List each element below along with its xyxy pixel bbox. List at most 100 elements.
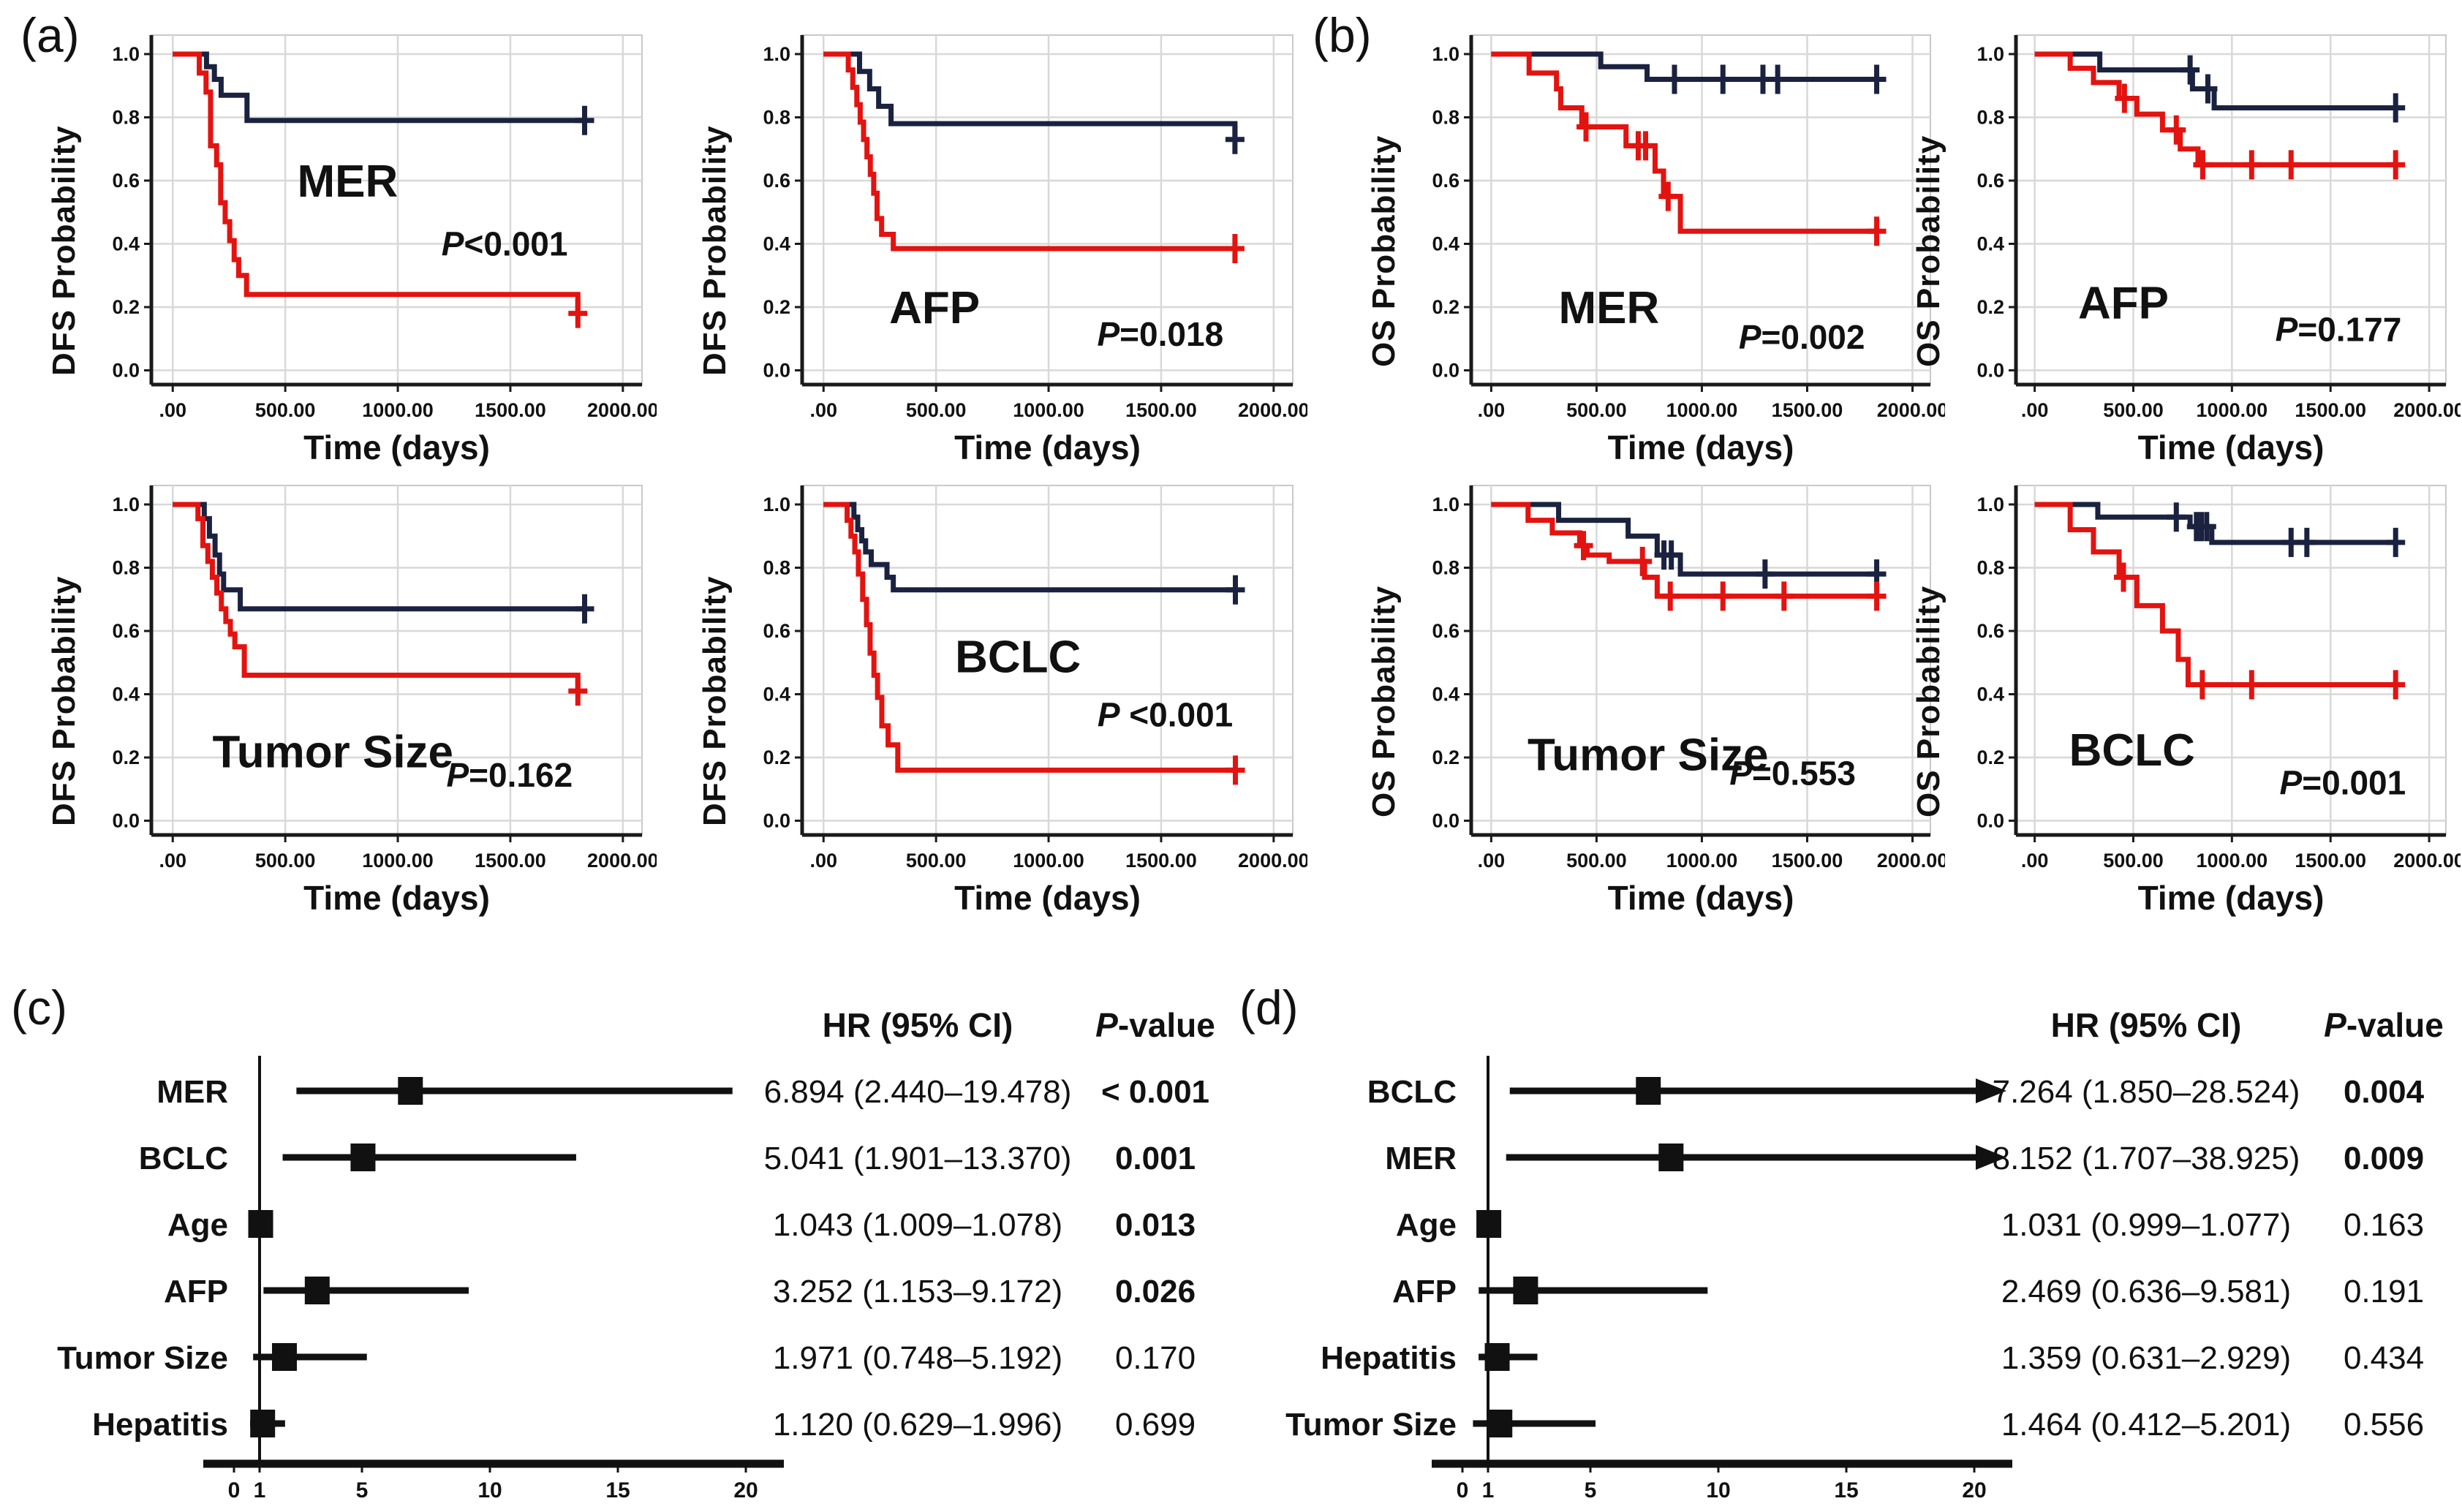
svg-text:0.4: 0.4 [1432, 684, 1460, 706]
km-chart-afp-dfs: DFS Probability .00 500.00 1000.00 1500.00 2… [691, 25, 1307, 477]
svg-text:0.0: 0.0 [112, 810, 140, 832]
y-axis-label: DFS Probability [697, 575, 733, 827]
svg-text:BCLC: BCLC [1367, 1074, 1457, 1110]
svg-text:.00: .00 [2021, 399, 2049, 421]
svg-text:1.0: 1.0 [1432, 43, 1460, 65]
svg-text:1500.00: 1500.00 [1772, 850, 1843, 872]
svg-text:2.469 (0.636–9.581): 2.469 (0.636–9.581) [2001, 1274, 2291, 1309]
svg-text:500.00: 500.00 [1566, 399, 1627, 421]
y-axis-label: OS Probability [1366, 585, 1402, 817]
svg-text:P=0.553: P=0.553 [1729, 755, 1856, 793]
svg-text:1.120 (0.629–1.996): 1.120 (0.629–1.996) [773, 1407, 1062, 1443]
svg-text:0.8: 0.8 [112, 106, 140, 128]
svg-text:1500.00: 1500.00 [1125, 399, 1197, 421]
svg-text:2000.00: 2000.00 [587, 850, 657, 872]
svg-text:P=0.018: P=0.018 [1097, 315, 1223, 353]
svg-text:MER: MER [156, 1074, 228, 1110]
svg-text:0.8: 0.8 [1976, 106, 2004, 128]
svg-text:1: 1 [254, 1478, 266, 1502]
svg-text:0.6: 0.6 [112, 170, 140, 192]
svg-text:0.6: 0.6 [763, 620, 790, 642]
svg-text:Age: Age [167, 1207, 228, 1243]
svg-text:2000.00: 2000.00 [1877, 850, 1945, 872]
svg-text:0.0: 0.0 [1976, 360, 2004, 382]
svg-text:1.043 (1.009–1.078): 1.043 (1.009–1.078) [773, 1207, 1062, 1243]
svg-text:P=0.002: P=0.002 [1739, 318, 1865, 356]
svg-text:BCLC: BCLC [955, 632, 1081, 683]
svg-text:0.4: 0.4 [763, 684, 790, 706]
svg-text:Tumor Size: Tumor Size [212, 727, 453, 777]
svg-text:< 0.001: < 0.001 [1101, 1074, 1209, 1110]
svg-text:P<0.001: P<0.001 [442, 225, 568, 263]
svg-text:2000.00: 2000.00 [1238, 399, 1307, 421]
svg-text:Time (days): Time (days) [2138, 879, 2325, 917]
svg-text:0: 0 [1457, 1478, 1469, 1502]
svg-text:1000.00: 1000.00 [1013, 850, 1084, 872]
svg-text:7.264 (1.850–28.524): 7.264 (1.850–28.524) [1993, 1074, 2300, 1110]
svg-text:0: 0 [228, 1478, 241, 1502]
svg-text:P-value: P-value [2324, 1006, 2444, 1044]
svg-text:0.170: 0.170 [1115, 1340, 1196, 1376]
svg-text:3.252 (1.153–9.172): 3.252 (1.153–9.172) [773, 1274, 1062, 1309]
svg-text:1.464 (0.412–5.201): 1.464 (0.412–5.201) [2001, 1407, 2291, 1443]
svg-text:P=0.001: P=0.001 [2280, 764, 2406, 802]
svg-text:HR (95% CI): HR (95% CI) [823, 1006, 1013, 1044]
svg-text:0.001: 0.001 [1115, 1141, 1196, 1176]
svg-text:1.0: 1.0 [1976, 43, 2004, 65]
svg-text:BCLC: BCLC [139, 1141, 228, 1176]
km-chart-tumorsize-dfs: DFS Probability .00 500.00 1000.00 1500.00 2… [40, 475, 657, 927]
y-axis-label: OS Probability [1911, 135, 1946, 367]
svg-text:500.00: 500.00 [1566, 850, 1627, 872]
svg-text:1500.00: 1500.00 [2295, 399, 2366, 421]
svg-text:1500.00: 1500.00 [1125, 850, 1197, 872]
svg-text:1.971 (0.748–5.192): 1.971 (0.748–5.192) [773, 1340, 1062, 1376]
svg-text:8.152 (1.707–38.925): 8.152 (1.707–38.925) [1993, 1141, 2300, 1176]
svg-text:0.2: 0.2 [1432, 746, 1460, 768]
svg-text:0.699: 0.699 [1115, 1407, 1196, 1443]
svg-text:.00: .00 [2021, 850, 2049, 872]
svg-text:MER: MER [298, 156, 399, 207]
svg-text:0.4: 0.4 [112, 684, 140, 706]
km-plot-tumorsize-dfs: .00 500.00 1000.00 1500.00 2000.00 0.0 0.2 0.4 0… [112, 485, 657, 917]
svg-text:0.556: 0.556 [2344, 1407, 2424, 1443]
svg-text:0.2: 0.2 [763, 746, 790, 768]
panel-b-label: (b) [1313, 8, 1372, 62]
svg-text:Hepatitis: Hepatitis [1321, 1340, 1457, 1376]
svg-text:0.0: 0.0 [763, 360, 790, 382]
svg-text:1: 1 [1482, 1478, 1495, 1502]
svg-text:5.041 (1.901–13.370): 5.041 (1.901–13.370) [764, 1141, 1072, 1176]
svg-text:.00: .00 [159, 399, 186, 421]
svg-text:Time (days): Time (days) [303, 428, 490, 466]
svg-text:500.00: 500.00 [906, 850, 967, 872]
svg-text:2000.00: 2000.00 [1877, 399, 1945, 421]
km-chart-bclc-os: OS Probability .00 500.00 1000.00 1500.00 20… [1905, 475, 2461, 927]
km-chart-mer-dfs: DFS Probability .00 500.00 1000.00 1500.00 2… [40, 25, 657, 477]
svg-text:Time (days): Time (days) [1608, 428, 1794, 466]
svg-text:0.4: 0.4 [112, 233, 140, 255]
svg-text:2000.00: 2000.00 [587, 399, 657, 421]
svg-text:.00: .00 [1478, 850, 1506, 872]
svg-text:0.004: 0.004 [2344, 1074, 2425, 1110]
svg-text:500.00: 500.00 [255, 850, 316, 872]
svg-text:P=0.162: P=0.162 [446, 756, 573, 794]
svg-text:1500.00: 1500.00 [2295, 850, 2366, 872]
svg-text:10: 10 [477, 1478, 502, 1502]
svg-text:1500.00: 1500.00 [475, 850, 546, 872]
svg-text:2000.00: 2000.00 [2393, 399, 2461, 421]
y-axis-label: DFS Probability [46, 125, 82, 377]
svg-text:0.4: 0.4 [1432, 233, 1460, 255]
svg-text:0.4: 0.4 [1976, 233, 2004, 255]
svg-text:0.2: 0.2 [112, 296, 140, 318]
svg-text:0.8: 0.8 [1432, 556, 1460, 578]
svg-text:1000.00: 1000.00 [1666, 850, 1738, 872]
svg-text:1.359 (0.631–2.929): 1.359 (0.631–2.929) [2001, 1340, 2291, 1376]
svg-text:0.2: 0.2 [112, 746, 140, 768]
km-chart-tumorsize-os: OS Probability .00 500.00 1000.00 1500.00 20… [1360, 475, 1945, 927]
svg-text:5: 5 [356, 1478, 369, 1502]
km-chart-bclc-dfs: DFS Probability .00 500.00 1000.00 1500.00 2… [691, 475, 1307, 927]
svg-text:0.8: 0.8 [1432, 106, 1460, 128]
km-plot-afp-os: .00 500.00 1000.00 1500.00 2000.00 0.0 0.2 0.4 0… [1976, 34, 2461, 466]
svg-text:0.0: 0.0 [1976, 810, 2004, 832]
